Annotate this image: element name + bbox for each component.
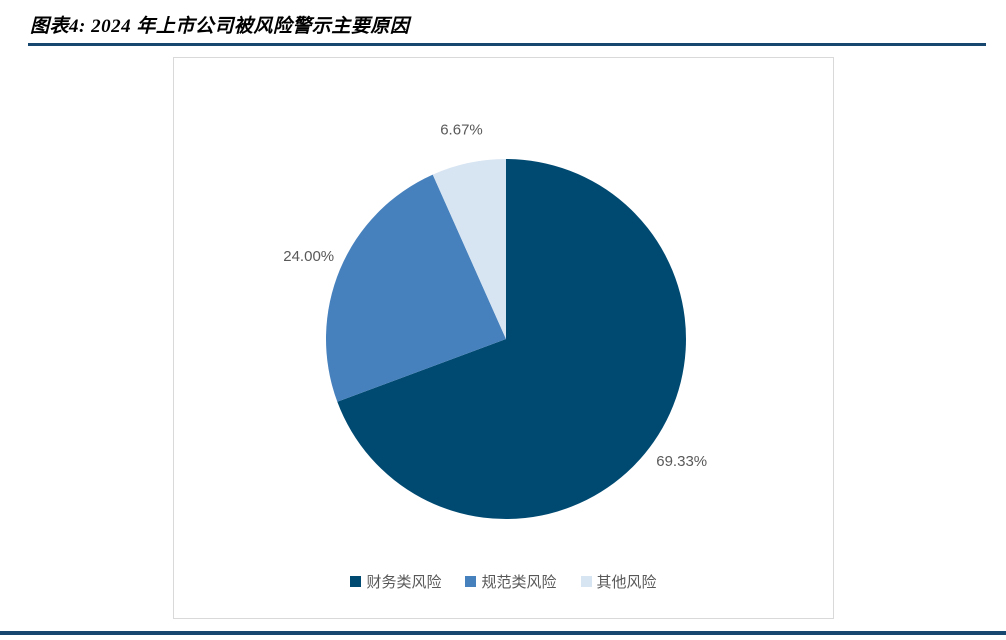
legend-swatch-other-risk xyxy=(580,576,592,587)
legend-item-other-risk: 其他风险 xyxy=(580,571,657,592)
legend-item-financial-risk: 财务类风险 xyxy=(350,571,441,592)
legend-item-compliance-risk: 规范类风险 xyxy=(465,571,557,592)
pie-chart: 69.33% 24.00% 6.67% xyxy=(283,122,707,519)
title-divider-line xyxy=(28,43,986,46)
chart-legend: 财务类风险 规范类风险 其他风险 xyxy=(174,571,833,592)
pie-label-compliance-risk: 24.00% xyxy=(283,248,334,265)
pie-label-financial-risk: 69.33% xyxy=(656,453,707,470)
pie-label-other-risk: 6.67% xyxy=(440,122,483,139)
page-bottom-divider-line xyxy=(0,631,1006,635)
legend-label-financial-risk: 财务类风险 xyxy=(366,574,442,591)
legend-swatch-financial-risk xyxy=(350,576,362,587)
legend-swatch-compliance-risk xyxy=(465,576,477,587)
pie-slice-financial-risk xyxy=(337,159,686,519)
figure-title: 图表4: 2024 年上市公司被风险警示主要原因 xyxy=(30,16,410,37)
chart-container: 69.33% 24.00% 6.67% 财务类风险 规范类风险 其他风险 xyxy=(173,57,834,619)
legend-label-other-risk: 其他风险 xyxy=(596,574,657,591)
legend-label-compliance-risk: 规范类风险 xyxy=(481,574,557,591)
pie-slice-compliance-risk xyxy=(325,174,506,402)
pie-slice-other-risk xyxy=(432,159,506,339)
